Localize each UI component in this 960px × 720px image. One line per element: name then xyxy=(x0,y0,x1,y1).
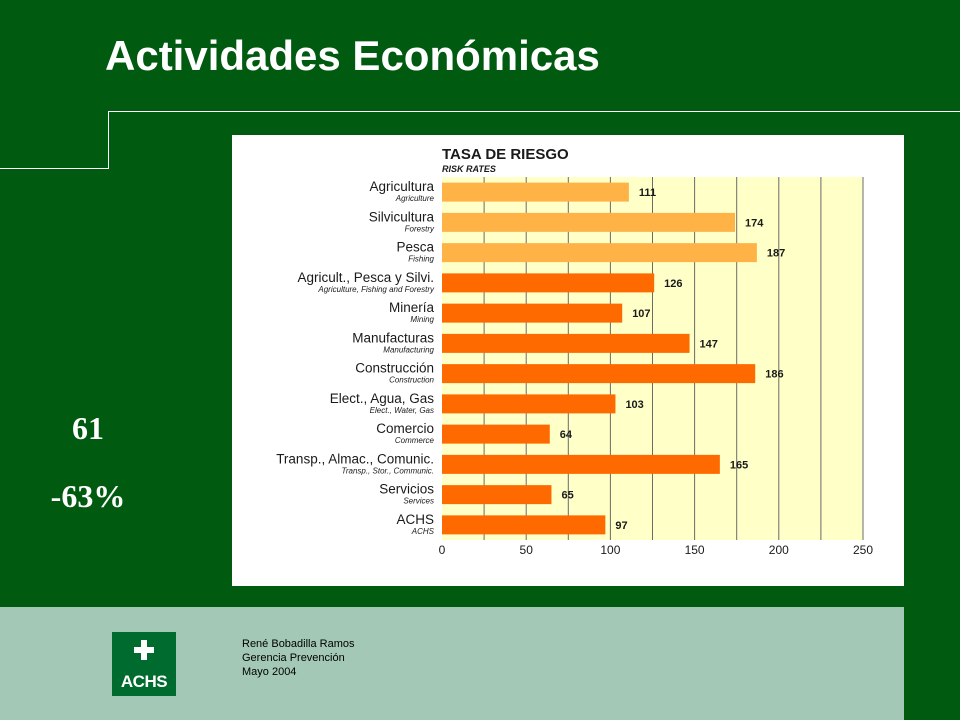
stat-value-percent: -63% xyxy=(50,478,126,514)
bar xyxy=(442,212,736,232)
category-label: Construcción xyxy=(355,361,434,376)
footer-info: René Bobadilla Ramos Gerencia Prevención… xyxy=(242,637,355,679)
data-label: 187 xyxy=(767,248,785,260)
category-label-en: ACHS xyxy=(411,527,435,536)
category-label-en: Construction xyxy=(389,376,434,385)
category-label: Comercio xyxy=(376,421,434,436)
bar xyxy=(442,243,757,263)
category-label-en: Mining xyxy=(410,315,434,324)
data-label: 65 xyxy=(561,490,573,502)
achs-logo-text: ACHS xyxy=(120,672,168,691)
data-label: 165 xyxy=(730,459,748,471)
data-label: 174 xyxy=(745,217,764,229)
x-tick-label: 200 xyxy=(769,543,789,557)
category-label-en: Transp., Stor., Communic. xyxy=(342,466,434,475)
data-label: 186 xyxy=(765,369,783,381)
bar xyxy=(442,303,623,323)
category-label-en: Commerce xyxy=(395,436,435,445)
data-label: 64 xyxy=(560,429,573,441)
x-tick-label: 0 xyxy=(439,543,446,557)
achs-logo-mark-icon xyxy=(134,640,154,660)
achs-logo: ACHS xyxy=(112,632,176,696)
category-label-en: Agriculture, Fishing and Forestry xyxy=(317,285,435,294)
category-label: Manufacturas xyxy=(352,330,434,345)
footer-author: René Bobadilla Ramos xyxy=(242,638,355,650)
x-tick-label: 150 xyxy=(685,543,705,557)
bar xyxy=(442,515,606,535)
category-label: ACHS xyxy=(396,512,434,527)
category-label-en: Fishing xyxy=(408,255,434,264)
data-label: 107 xyxy=(632,308,650,320)
chart-panel: TASA DE RIESGO RISK RATES 111 Agricultura Ag… xyxy=(232,135,904,586)
bar xyxy=(442,333,690,353)
category-label: Agricult., Pesca y Silvi. xyxy=(297,270,434,285)
category-label-en: Services xyxy=(403,497,434,506)
slide-title: Actividades Económicas xyxy=(105,32,600,79)
category-label: Agricultura xyxy=(369,179,434,194)
frame-line-left xyxy=(0,168,109,169)
chart-title: TASA DE RIESGO xyxy=(442,146,569,163)
category-label-en: Manufacturing xyxy=(383,345,434,354)
category-label: Servicios xyxy=(379,482,434,497)
data-label: 111 xyxy=(639,187,656,199)
bar xyxy=(442,485,552,505)
category-label: Transp., Almac., Comunic. xyxy=(276,451,434,466)
chart-subtitle: RISK RATES xyxy=(442,164,496,174)
stat-value-count: 61 xyxy=(72,410,104,446)
category-label: Minería xyxy=(389,300,435,315)
bar xyxy=(442,182,629,202)
data-label: 97 xyxy=(615,520,627,532)
category-label: Silvicultura xyxy=(369,209,435,224)
bar xyxy=(442,394,616,414)
x-tick-label: 100 xyxy=(600,543,620,557)
category-label-en: Agriculture xyxy=(395,194,435,203)
category-label: Elect., Agua, Gas xyxy=(330,391,435,406)
frame-line-vertical xyxy=(108,111,109,169)
bar xyxy=(442,424,550,444)
frame-line-top xyxy=(108,111,960,112)
footer-date: Mayo 2004 xyxy=(242,666,297,678)
bar xyxy=(442,273,655,293)
x-tick-label: 250 xyxy=(853,543,873,557)
bar xyxy=(442,364,756,384)
bar xyxy=(442,454,720,474)
footer-department: Gerencia Prevención xyxy=(242,652,345,664)
category-label: Pesca xyxy=(396,240,434,255)
x-tick-label: 50 xyxy=(520,543,534,557)
category-label-en: Forestry xyxy=(405,224,435,233)
data-label: 103 xyxy=(625,399,643,411)
data-label: 147 xyxy=(700,338,718,350)
category-label-en: Elect., Water, Gas xyxy=(370,406,434,415)
data-label: 126 xyxy=(664,278,682,290)
